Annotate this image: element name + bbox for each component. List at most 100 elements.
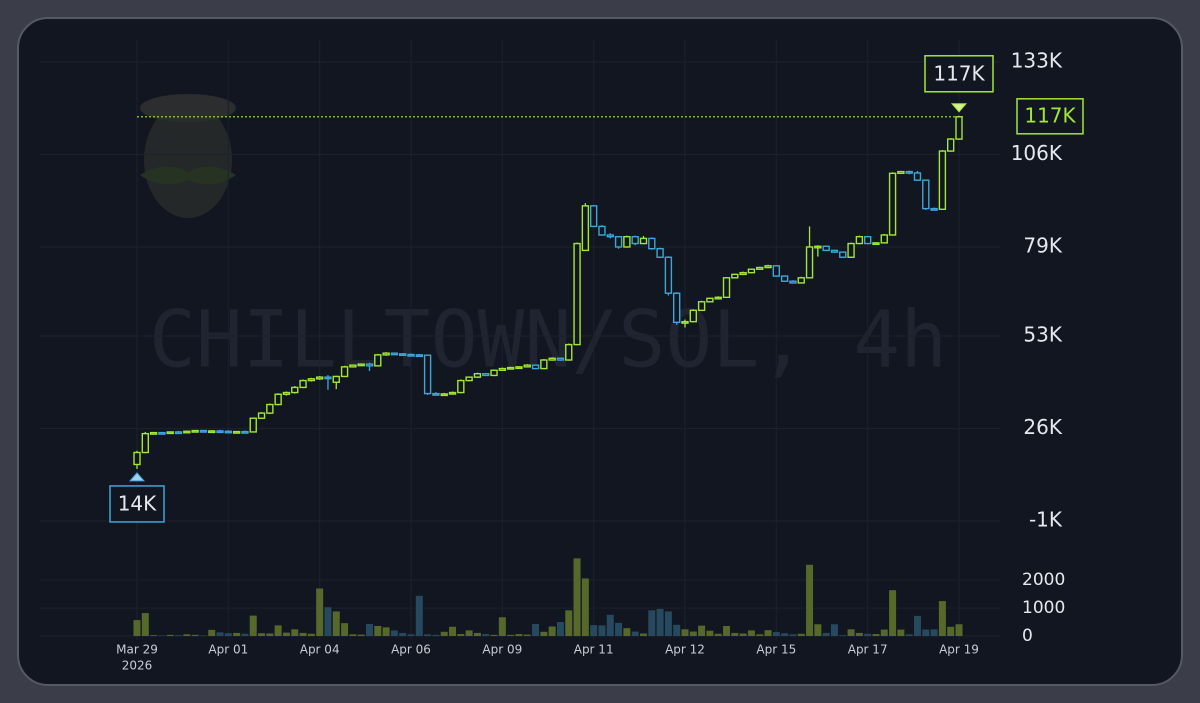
candle-body [498, 367, 507, 371]
candle-body [573, 242, 581, 346]
volume-bar [316, 588, 324, 636]
candle-body [415, 354, 424, 358]
logo [140, 94, 236, 218]
candle-body [432, 392, 440, 396]
high-marker-label: 117K [933, 61, 985, 85]
candle-body [747, 268, 756, 274]
volume-bar [357, 634, 365, 636]
volume-bar [332, 611, 340, 636]
candle-body [349, 364, 357, 368]
candle-body [506, 366, 515, 370]
volume-bar [872, 634, 880, 636]
x-tick-label: Apr 15 [756, 643, 796, 657]
volume-bar [540, 631, 548, 636]
volume-bar [473, 632, 481, 636]
volume-bar [639, 633, 647, 636]
candle-body [423, 354, 432, 395]
candle-body [232, 430, 241, 434]
candle-body [158, 431, 166, 435]
x-tick-label: Apr 04 [300, 643, 340, 657]
candle-body [166, 431, 174, 435]
candle-body [706, 297, 714, 303]
candle-body [863, 235, 872, 245]
y-tick-label: 133K [1011, 49, 1063, 73]
candle-body [772, 265, 781, 277]
last-price-tag [1016, 98, 1084, 135]
candle-body [315, 376, 324, 380]
candle-body [814, 245, 822, 249]
candle-body [955, 116, 963, 140]
candle-body [905, 170, 913, 174]
volume-bar [573, 558, 581, 636]
candle-body [407, 353, 415, 357]
candle-body [457, 379, 465, 394]
volume-bar [241, 633, 249, 636]
candle-body [340, 366, 349, 378]
volume-bar [689, 631, 697, 636]
candle-body [531, 364, 540, 370]
volume-bar [465, 630, 473, 636]
candle-body [540, 359, 548, 370]
volume-bar [913, 615, 921, 636]
volume-bar [390, 630, 398, 636]
candle-body [374, 354, 382, 367]
volume-bar [498, 617, 506, 636]
candle-body [291, 386, 299, 394]
volume-bar [548, 626, 556, 636]
volume-bar [623, 628, 631, 636]
candle-body [382, 352, 390, 356]
x-tick-sublabel: 2026 [122, 659, 153, 673]
candle-body [789, 280, 797, 284]
volume-bar [615, 622, 623, 636]
volume-bar [374, 625, 382, 636]
low-marker [128, 472, 146, 482]
volume-bar [415, 595, 423, 636]
x-tick-label: Apr 12 [665, 643, 705, 657]
volume-bar [191, 634, 199, 636]
volume-bar [706, 630, 714, 636]
candle-body [847, 242, 855, 258]
volume-bar [133, 620, 141, 636]
low-marker-label: 14K [118, 491, 157, 515]
volume-bar [822, 632, 830, 636]
candle-body [930, 207, 938, 211]
x-tick-label: Apr 17 [848, 643, 888, 657]
candle-body [664, 256, 673, 294]
volume-bar [764, 630, 772, 636]
volume-bar [772, 632, 780, 636]
volume-bar [424, 634, 432, 636]
low-marker-box [109, 485, 165, 523]
high-marker-box [924, 55, 994, 93]
volume-bar [905, 634, 913, 636]
volume-bar [432, 634, 440, 636]
candle-body [731, 273, 739, 279]
candle-body [639, 237, 648, 245]
y-tick-label: 106K [1011, 141, 1063, 165]
volume-bar [723, 625, 731, 636]
volume-bar [150, 635, 158, 636]
volume-tick-label: 1000 [1022, 598, 1065, 618]
candle-body [897, 170, 905, 175]
candle-body [174, 431, 183, 435]
volume-bar [324, 607, 332, 636]
x-tick-label: Apr 01 [208, 643, 248, 657]
volume-bar [930, 629, 938, 636]
candle-body [357, 363, 365, 367]
candle-body [739, 271, 747, 276]
candle-body [133, 451, 141, 466]
candle-body [274, 393, 282, 406]
volume-bar [440, 631, 448, 636]
volume-bar [515, 634, 523, 636]
volume-bar [747, 630, 755, 636]
volume-bar [922, 629, 930, 636]
x-tick-label: Mar 29 [116, 643, 158, 657]
volume-bar [382, 627, 390, 636]
candle-body [249, 417, 257, 433]
volume-bar [208, 629, 216, 636]
candle-body [797, 277, 805, 284]
volume-bar [938, 601, 946, 636]
volume-bar [224, 633, 232, 636]
candle-body [324, 376, 332, 380]
candle-body [482, 373, 490, 377]
